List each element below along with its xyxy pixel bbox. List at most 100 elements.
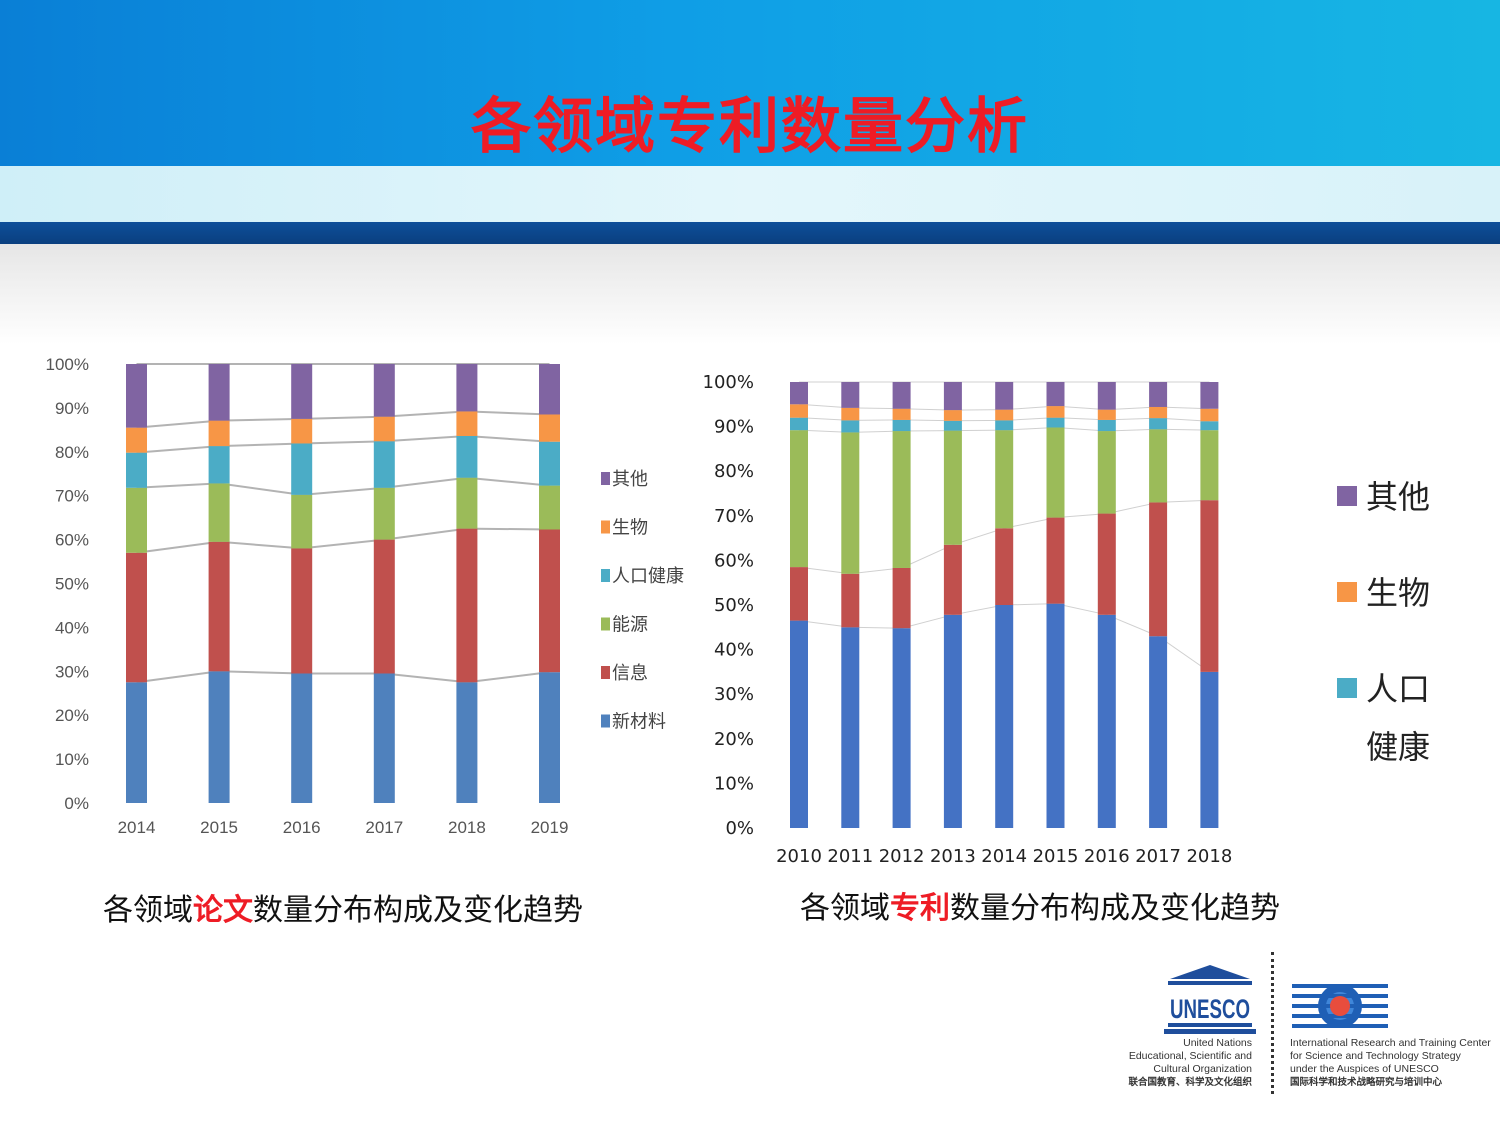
legend-label: 人口健康 bbox=[612, 566, 684, 587]
bar-segment-信息 bbox=[539, 529, 560, 673]
legend-label: 人口 bbox=[1366, 670, 1430, 708]
bar-segment-能源 bbox=[1149, 429, 1168, 503]
unesco-name: United Nations Educational, Scientific a… bbox=[1072, 1037, 1252, 1089]
bar-segment-新材料 bbox=[539, 672, 560, 803]
bar-segment-能源 bbox=[291, 494, 313, 549]
bar-segment-生物 bbox=[291, 418, 313, 444]
caption-right-highlight: 专利 bbox=[890, 891, 950, 926]
bar-segment-生物 bbox=[841, 407, 860, 421]
bar-segment-信息 bbox=[291, 548, 313, 674]
bar-segment-新材料 bbox=[1200, 671, 1219, 828]
bar-segment-新材料 bbox=[995, 605, 1014, 828]
center-name-cn: 国际科学和技术战略研究与培训中心 bbox=[1290, 1077, 1443, 1088]
center-line-2: for Science and Technology Strategy bbox=[1290, 1050, 1461, 1062]
x-tick-label: 2012 bbox=[879, 846, 925, 867]
bar-segment-其他 bbox=[943, 382, 962, 411]
left-chart-caption: 各领域论文数量分布构成及变化趋势 bbox=[103, 885, 583, 929]
y-tick-label: 90% bbox=[55, 399, 89, 418]
bar-segment-新材料 bbox=[456, 682, 478, 803]
unesco-line-1: United Nations bbox=[1183, 1037, 1252, 1049]
bar-segment-能源 bbox=[892, 431, 911, 568]
caption-left-highlight: 论文 bbox=[193, 893, 253, 928]
bar-segment-信息 bbox=[1149, 502, 1168, 637]
y-tick-label: 50% bbox=[714, 595, 754, 616]
x-tick-label: 2018 bbox=[448, 818, 486, 837]
bar-segment-信息 bbox=[892, 567, 911, 629]
x-tick-label: 2019 bbox=[531, 818, 569, 837]
caption-right-post: 数量分布构成及变化趋势 bbox=[950, 891, 1280, 926]
y-tick-label: 40% bbox=[714, 640, 754, 661]
bar-segment-生物 bbox=[1046, 406, 1065, 418]
bar-segment-人口健康 bbox=[790, 417, 808, 431]
y-tick-label: 40% bbox=[55, 618, 89, 637]
legend-label: 生物 bbox=[1366, 574, 1430, 612]
y-tick-label: 50% bbox=[55, 575, 89, 594]
series-connector-line bbox=[136, 476, 550, 496]
banner-light-band bbox=[0, 166, 1500, 222]
x-tick-label: 2015 bbox=[200, 818, 238, 837]
bar-segment-其他 bbox=[841, 382, 860, 408]
bar-segment-信息 bbox=[1200, 500, 1219, 672]
bar-segment-人口健康 bbox=[1046, 417, 1065, 428]
bar-segment-能源 bbox=[790, 430, 808, 568]
bar-segment-生物 bbox=[892, 408, 911, 420]
slide-title: 各领域专利数量分析 bbox=[471, 92, 1029, 162]
bar-segment-信息 bbox=[943, 544, 962, 615]
bar-segment-能源 bbox=[126, 487, 147, 553]
unesco-wordmark: UNESCO bbox=[1170, 994, 1250, 1024]
center-name: International Research and Training Cent… bbox=[1290, 1037, 1500, 1089]
bar-segment-能源 bbox=[841, 432, 860, 574]
bar-segment-能源 bbox=[995, 430, 1014, 529]
right-chart-caption: 各领域专利数量分布构成及变化趋势 bbox=[800, 883, 1280, 927]
bar-segment-信息 bbox=[373, 539, 395, 674]
bar-segment-生物 bbox=[943, 410, 962, 421]
bar-segment-信息 bbox=[208, 541, 230, 672]
y-tick-label: 30% bbox=[714, 684, 754, 705]
x-tick-label: 2011 bbox=[827, 846, 873, 867]
series-connector-line bbox=[136, 410, 550, 429]
logo-divider bbox=[1271, 952, 1274, 1094]
y-tick-label: 20% bbox=[714, 729, 754, 750]
banner-dark-band bbox=[0, 222, 1500, 244]
x-tick-label: 2010 bbox=[776, 846, 822, 867]
x-tick-label: 2014 bbox=[981, 846, 1027, 867]
bar-segment-生物 bbox=[373, 416, 395, 442]
bar-segment-能源 bbox=[373, 487, 395, 540]
bar-segment-其他 bbox=[456, 364, 478, 412]
bar-segment-信息 bbox=[456, 528, 478, 683]
bar-segment-能源 bbox=[208, 483, 230, 542]
legend-label-cont: 健康 bbox=[1366, 728, 1430, 766]
bar-segment-人口健康 bbox=[456, 435, 478, 478]
bar-segment-新材料 bbox=[943, 614, 962, 828]
x-tick-label: 2013 bbox=[930, 846, 976, 867]
bar-segment-生物 bbox=[790, 404, 808, 418]
bar-segment-人口健康 bbox=[995, 420, 1014, 431]
legend-label: 新材料 bbox=[612, 712, 666, 733]
x-tick-label: 2015 bbox=[1033, 846, 1079, 867]
x-tick-label: 2016 bbox=[283, 818, 321, 837]
y-tick-label: 10% bbox=[55, 750, 89, 769]
x-tick-label: 2017 bbox=[1135, 846, 1181, 867]
bar-segment-其他 bbox=[1149, 382, 1168, 407]
legend-swatch-人口健康 bbox=[1337, 678, 1357, 698]
bar-segment-生物 bbox=[1200, 408, 1219, 422]
bar-segment-新材料 bbox=[790, 620, 808, 828]
bar-segment-信息 bbox=[126, 552, 147, 683]
banner-shadow bbox=[0, 244, 1500, 344]
bar-segment-其他 bbox=[892, 382, 911, 409]
legend-swatch-其他 bbox=[1337, 486, 1357, 506]
series-connector-line bbox=[136, 434, 550, 454]
bar-segment-其他 bbox=[539, 364, 560, 415]
bar-segment-信息 bbox=[841, 573, 860, 628]
bar-segment-新材料 bbox=[841, 627, 860, 828]
bar-segment-生物 bbox=[1149, 406, 1168, 419]
bar-segment-其他 bbox=[790, 382, 808, 405]
x-tick-label: 2018 bbox=[1186, 846, 1232, 867]
legend-label: 其他 bbox=[612, 469, 648, 490]
legend-label: 生物 bbox=[612, 518, 648, 539]
y-tick-label: 90% bbox=[714, 417, 754, 438]
caption-left-pre: 各领域 bbox=[103, 893, 193, 928]
bar-segment-信息 bbox=[1097, 513, 1116, 615]
legend-label: 能源 bbox=[612, 615, 648, 636]
y-tick-label: 100% bbox=[46, 355, 89, 374]
